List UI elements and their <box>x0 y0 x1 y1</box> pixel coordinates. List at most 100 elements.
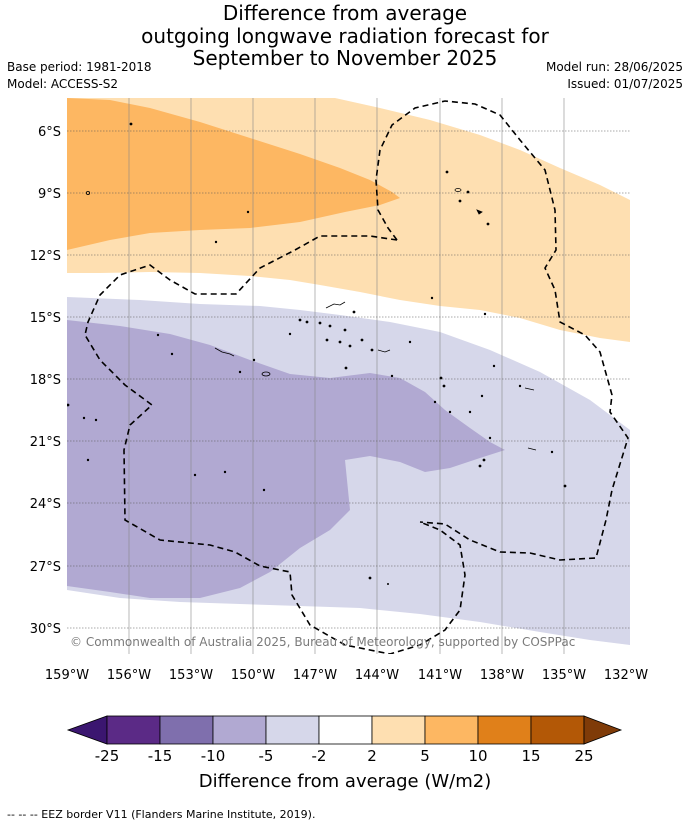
island <box>246 210 250 214</box>
island <box>442 384 446 388</box>
colorbar-tick-label: -2 <box>312 747 327 765</box>
colorbar-extend-high <box>583 715 623 745</box>
island <box>430 296 434 300</box>
island <box>352 310 356 314</box>
colorbar-tick-label: -5 <box>259 747 274 765</box>
island <box>433 400 437 404</box>
island <box>344 366 348 370</box>
colorbar-label: Difference from average (W/m2) <box>198 771 492 792</box>
island <box>468 410 472 414</box>
island <box>483 312 487 316</box>
title-line-2: outgoing longwave radiation forecast for <box>141 23 549 48</box>
island <box>377 349 391 353</box>
title-line-1: Difference from average <box>222 1 468 25</box>
lon-tick-label: 156°W <box>107 668 151 683</box>
island <box>527 447 537 451</box>
forecast-map: © Commonwealth of Australia 2025, Bureau… <box>30 98 648 683</box>
island <box>156 333 160 337</box>
colorbar-tick-labels: -25 -15 -10 -5 -2 2 5 10 15 25 <box>95 747 594 765</box>
colorbar-tick-label: 25 <box>574 747 593 765</box>
island <box>478 464 482 468</box>
lon-tick-label: 135°W <box>542 668 586 683</box>
island <box>318 321 322 325</box>
island <box>492 364 496 368</box>
meta-right: Model run: 28/06/2025 Issued: 01/07/2025 <box>546 59 683 93</box>
lat-tick-label: 24°S <box>30 497 61 512</box>
island <box>261 371 271 377</box>
colorbar-segment <box>371 715 426 745</box>
colorbar-tick-label: -25 <box>95 747 120 765</box>
island <box>214 240 218 244</box>
island <box>360 338 364 342</box>
island <box>390 374 394 378</box>
island <box>86 458 90 462</box>
model-run: Model run: 28/06/2025 <box>545 60 683 74</box>
colorbar-segment <box>265 715 320 745</box>
model-name: Model: ACCESS-S2 <box>7 77 119 91</box>
island <box>348 344 352 348</box>
colorbar-segment <box>159 715 214 745</box>
map-title: Difference from average outgoing longwav… <box>0 2 690 70</box>
colorbar-segment <box>424 715 479 745</box>
lon-tick-labels: 159°W 156°W 153°W 150°W 147°W 144°W 141°… <box>45 668 648 683</box>
lat-tick-label: 30°S <box>30 622 61 637</box>
island <box>368 576 372 580</box>
island <box>458 199 462 203</box>
island <box>466 190 470 194</box>
island <box>482 458 486 462</box>
lat-tick-label: 18°S <box>30 373 61 388</box>
lat-tick-label: 21°S <box>30 435 61 450</box>
island <box>325 338 329 342</box>
island <box>486 222 490 226</box>
colorbar-tick-label: 10 <box>468 747 487 765</box>
island <box>129 122 133 126</box>
lon-tick-label: 132°W <box>604 668 648 683</box>
copyright-text: © Commonwealth of Australia 2025, Bureau… <box>70 635 575 649</box>
island <box>170 352 174 356</box>
colorbar-extend-low <box>66 715 108 745</box>
lat-tick-label: 9°S <box>38 187 61 202</box>
island <box>439 376 443 380</box>
island <box>524 387 535 391</box>
lon-tick-label: 159°W <box>45 668 89 683</box>
island <box>408 340 412 344</box>
island <box>67 403 70 407</box>
lat-tick-label: 12°S <box>30 249 61 264</box>
island <box>476 209 483 215</box>
colorbar-segment <box>106 715 161 745</box>
island <box>454 188 462 192</box>
colorbar-segment <box>477 715 532 745</box>
colorbar-segment <box>530 715 585 745</box>
colorbar: -25 -15 -10 -5 -2 2 5 10 15 25 <box>66 715 623 765</box>
island <box>328 324 332 328</box>
lat-gridlines <box>67 130 630 629</box>
island <box>214 347 235 357</box>
island <box>298 318 302 322</box>
olr-positive-mid-region <box>67 98 400 250</box>
meta-left: Base period: 1981-2018 Model: ACCESS-S2 <box>7 59 152 93</box>
eez-border-west <box>84 235 466 654</box>
eez-borders <box>84 100 629 654</box>
colorbar-segments <box>66 715 623 745</box>
lon-tick-label: 144°W <box>355 668 399 683</box>
lat-tick-label: 6°S <box>38 125 61 140</box>
island <box>563 484 567 488</box>
lon-tick-label: 141°W <box>418 668 462 683</box>
island <box>448 410 452 414</box>
island <box>386 583 389 586</box>
colorbar-segment <box>318 715 373 745</box>
island <box>338 340 342 344</box>
island <box>94 418 98 422</box>
lat-tick-labels: 6°S 9°S 12°S 15°S 18°S 21°S 24°S 27°S 30… <box>30 125 61 637</box>
lat-tick-label: 15°S <box>30 311 61 326</box>
colorbar-tick-label: 2 <box>367 747 377 765</box>
island <box>305 320 309 324</box>
colorbar-tick-label: 15 <box>521 747 540 765</box>
lon-tick-label: 138°W <box>480 668 524 683</box>
island <box>325 301 346 309</box>
olr-negative-mid-region <box>67 320 505 598</box>
base-period: Base period: 1981-2018 <box>7 60 152 74</box>
island <box>288 332 292 336</box>
lon-tick-label: 153°W <box>169 668 213 683</box>
colorbar-tick-label: -10 <box>201 747 226 765</box>
